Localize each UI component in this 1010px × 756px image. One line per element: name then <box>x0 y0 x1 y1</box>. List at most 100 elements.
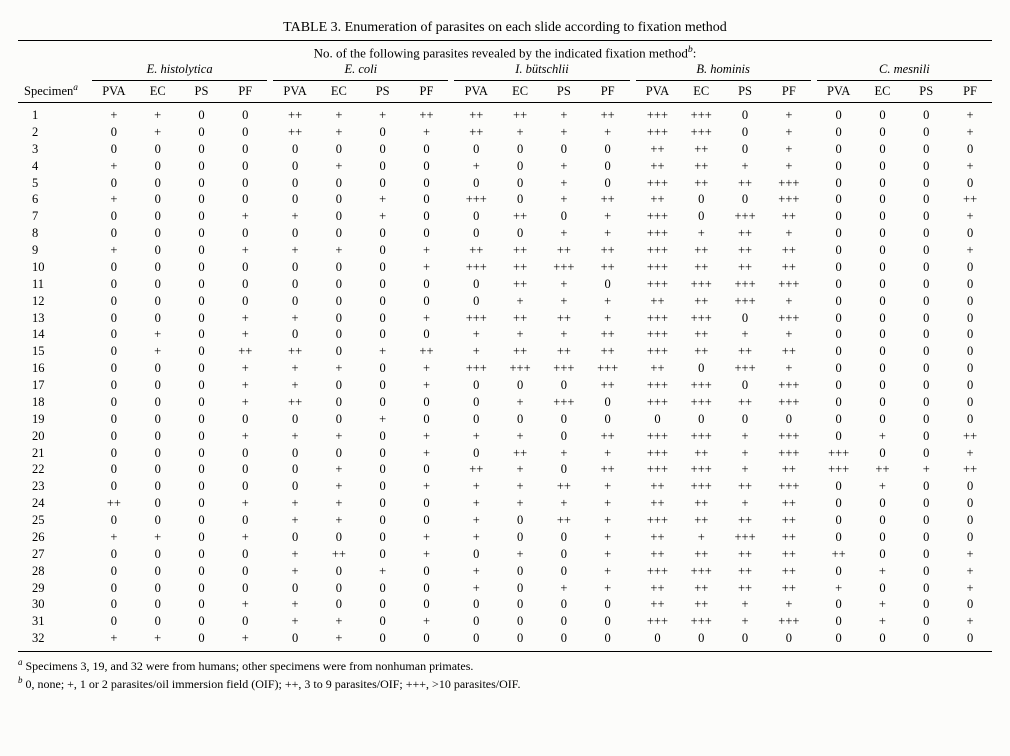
data-cell: +++ <box>767 310 811 327</box>
data-cell: + <box>861 563 905 580</box>
data-cell: 0 <box>405 158 449 175</box>
data-cell: 0 <box>904 512 948 529</box>
data-cell: 0 <box>948 596 992 613</box>
data-cell: 0 <box>861 546 905 563</box>
data-cell: ++ <box>586 191 630 208</box>
data-cell: ++ <box>679 158 723 175</box>
parasite-header: E. histolytica <box>92 61 267 80</box>
data-cell: + <box>767 293 811 310</box>
data-cell: 0 <box>904 377 948 394</box>
data-cell: 0 <box>498 141 542 158</box>
specimen-cell: 30 <box>18 596 86 613</box>
table-caption: TABLE 3. Enumeration of parasites on eac… <box>18 20 992 36</box>
data-cell: 0 <box>92 377 136 394</box>
data-cell: + <box>498 461 542 478</box>
data-cell: + <box>498 326 542 343</box>
table-row: 24++00+++00+++++++++++0000 <box>18 495 992 512</box>
data-cell: +++ <box>767 478 811 495</box>
data-cell: + <box>317 124 361 141</box>
data-cell: + <box>317 630 361 651</box>
specimen-cell: 27 <box>18 546 86 563</box>
data-cell: 0 <box>317 563 361 580</box>
data-cell: 0 <box>723 103 767 124</box>
data-cell: 0 <box>92 343 136 360</box>
data-cell: ++ <box>273 394 317 411</box>
data-cell: 0 <box>136 377 180 394</box>
data-cell: 0 <box>136 613 180 630</box>
data-cell: ++ <box>723 546 767 563</box>
data-cell: 0 <box>273 580 317 597</box>
data-cell: 0 <box>92 411 136 428</box>
footnote-b-text: 0, none; +, 1 or 2 parasites/oil immersi… <box>23 677 521 691</box>
data-cell: + <box>317 158 361 175</box>
data-cell: 0 <box>361 225 405 242</box>
data-cell: 0 <box>542 529 586 546</box>
data-cell: 0 <box>904 411 948 428</box>
data-cell: ++ <box>586 259 630 276</box>
data-cell: 0 <box>405 563 449 580</box>
data-cell: ++ <box>92 495 136 512</box>
data-cell: + <box>586 208 630 225</box>
data-cell: 0 <box>180 158 224 175</box>
data-cell: 0 <box>679 411 723 428</box>
data-cell: + <box>861 478 905 495</box>
data-cell: 0 <box>948 377 992 394</box>
data-cell: 0 <box>180 461 224 478</box>
data-cell: 0 <box>948 495 992 512</box>
data-cell: + <box>948 613 992 630</box>
data-cell: + <box>273 360 317 377</box>
data-cell: 0 <box>723 191 767 208</box>
data-cell: + <box>223 310 267 327</box>
data-cell: + <box>542 445 586 462</box>
data-cell: + <box>498 394 542 411</box>
data-cell: ++ <box>586 343 630 360</box>
data-cell: 0 <box>904 310 948 327</box>
specimen-cell: 18 <box>18 394 86 411</box>
table-row: 19000000+0000000000000 <box>18 411 992 428</box>
parasite-header: C. mesnili <box>817 61 992 80</box>
table-row: 9+00+++0++++++++++++++++++000+ <box>18 242 992 259</box>
data-cell: 0 <box>405 596 449 613</box>
data-cell: + <box>317 478 361 495</box>
data-cell: + <box>405 613 449 630</box>
fixative-header: PS <box>361 81 405 103</box>
data-cell: 0 <box>817 428 861 445</box>
data-cell: + <box>454 478 498 495</box>
data-cell: +++ <box>767 377 811 394</box>
data-cell: 0 <box>223 580 267 597</box>
data-cell: 0 <box>273 630 317 651</box>
specimen-cell: 20 <box>18 428 86 445</box>
data-cell: 0 <box>223 225 267 242</box>
data-cell: + <box>273 242 317 259</box>
data-cell: 0 <box>861 326 905 343</box>
data-cell: + <box>586 478 630 495</box>
data-cell: 0 <box>817 175 861 192</box>
specimen-cell: 28 <box>18 563 86 580</box>
data-cell: 0 <box>454 630 498 651</box>
data-cell: 0 <box>223 124 267 141</box>
data-cell: 0 <box>136 478 180 495</box>
data-cell: 0 <box>861 242 905 259</box>
data-cell: 0 <box>723 630 767 651</box>
data-cell: ++ <box>636 580 680 597</box>
data-cell: +++ <box>679 103 723 124</box>
data-cell: 0 <box>92 259 136 276</box>
data-cell: 0 <box>92 596 136 613</box>
data-cell: 0 <box>317 141 361 158</box>
data-cell: + <box>586 546 630 563</box>
data-cell: 0 <box>498 175 542 192</box>
data-cell: 0 <box>586 411 630 428</box>
data-cell: 0 <box>948 529 992 546</box>
data-cell: 0 <box>180 613 224 630</box>
data-cell: 0 <box>180 242 224 259</box>
data-cell: ++ <box>723 478 767 495</box>
data-cell: 0 <box>405 276 449 293</box>
data-cell: 0 <box>817 360 861 377</box>
data-cell: 0 <box>861 191 905 208</box>
data-cell: 0 <box>223 512 267 529</box>
data-cell: 0 <box>273 293 317 310</box>
fixative-header: PS <box>542 81 586 103</box>
data-cell: 0 <box>180 343 224 360</box>
data-cell: ++ <box>498 259 542 276</box>
data-cell: 0 <box>861 630 905 651</box>
